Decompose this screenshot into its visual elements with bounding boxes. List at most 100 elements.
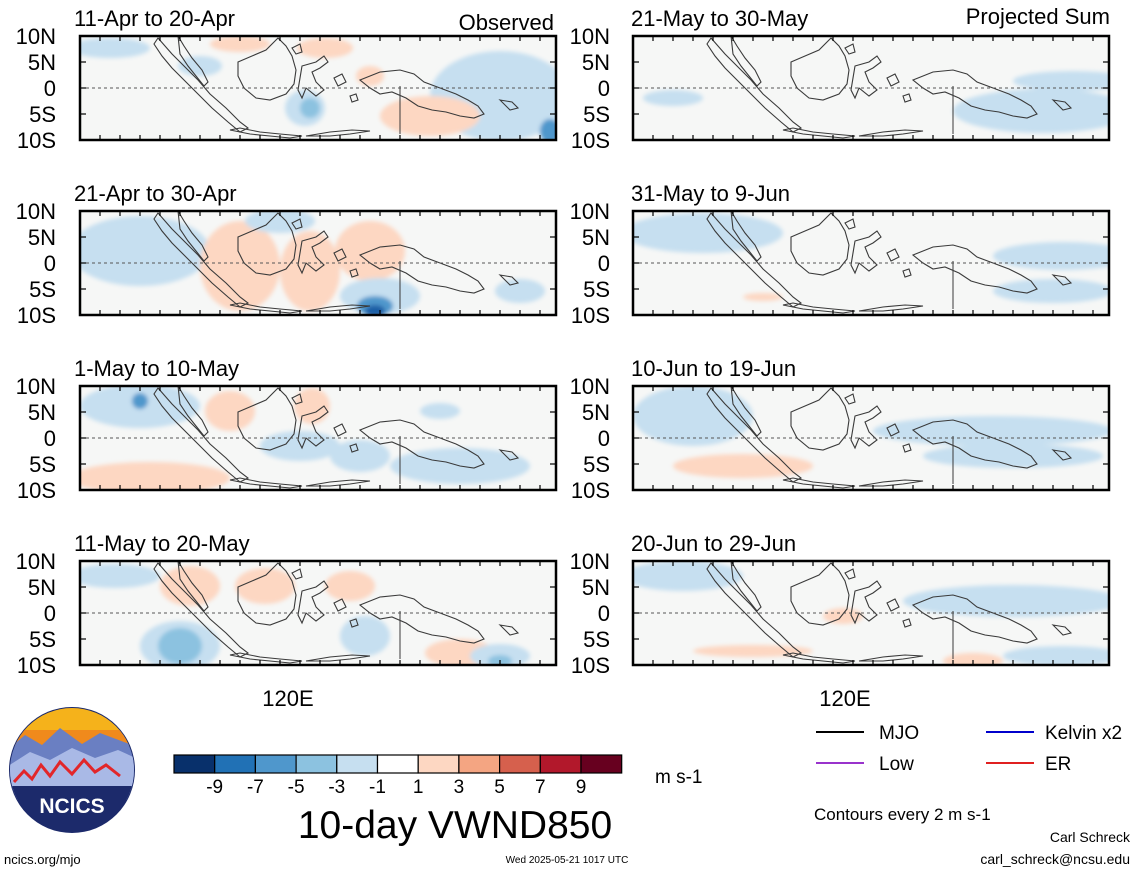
latitude-tick-label: 5S (583, 102, 610, 127)
anomaly-shading (943, 653, 1003, 665)
colorbar-tick-label: 5 (494, 777, 505, 798)
axis-ticks (633, 560, 1109, 666)
coastline (498, 99, 520, 111)
panel-title: 11-Apr to 20-Apr (74, 6, 235, 31)
anomaly-shading (643, 90, 703, 106)
colorbar-swatch (336, 754, 379, 774)
colorbar-swatch (376, 754, 419, 774)
anomaly-shading (633, 213, 783, 253)
map-panel: 11-Apr to 20-Apr Observed (74, 6, 558, 142)
anomaly-shading (235, 568, 295, 604)
coastline (844, 43, 856, 55)
coastline (297, 405, 329, 450)
anomaly-shading (260, 431, 340, 461)
coastlines (153, 386, 520, 489)
anomaly-shading (993, 279, 1109, 303)
coastline (1051, 99, 1073, 111)
coastline (237, 562, 297, 626)
coastline (291, 43, 303, 55)
coastline (902, 93, 912, 103)
anomaly-shading (205, 391, 255, 431)
anomaly-shading (903, 585, 1109, 617)
map-panel: 20-Jun to 29-Jun (631, 531, 1111, 667)
coastline (844, 393, 856, 405)
anomaly-shading (420, 403, 460, 419)
anomaly-shading (280, 231, 340, 311)
coastline (177, 36, 209, 87)
panel-title: 10-Jun to 19-Jun (631, 356, 796, 381)
coastline (850, 405, 882, 450)
coastline (850, 230, 882, 275)
coastline (782, 652, 856, 664)
latitude-tick-label: 10N (16, 374, 56, 399)
coastline (333, 598, 347, 612)
latitude-tick-label: 10S (17, 478, 56, 503)
coastline (297, 55, 329, 100)
wave-legend: MJO Kelvin x2 Low ER Contours every 2 m … (814, 723, 1122, 824)
coastline (229, 302, 303, 314)
coastline (858, 654, 924, 662)
map-area (631, 559, 1111, 667)
anomaly-shading (633, 561, 743, 591)
coastline (305, 129, 371, 137)
map-area (631, 384, 1111, 492)
legend-label-low: Low (879, 754, 914, 775)
coastline (498, 624, 520, 636)
latitude-tick-label: 5S (29, 277, 56, 302)
latitude-tick-label: 10N (16, 549, 56, 574)
anomaly-shading (953, 89, 1109, 133)
axis-ticks (80, 560, 556, 666)
latitude-tick-label: 5S (29, 102, 56, 127)
latitude-tick-label: 10N (570, 549, 610, 574)
coastline (858, 129, 924, 137)
latitude-tick-label: 0 (44, 426, 56, 451)
axis-ticks (80, 35, 556, 141)
colorbar-swatch (458, 754, 501, 774)
coastline (229, 652, 303, 664)
latitude-tick-label: 10N (570, 374, 610, 399)
anomaly-shading (495, 279, 545, 303)
longitude-label-right: 120E (819, 686, 870, 711)
coastline (886, 423, 900, 437)
coastline (850, 580, 882, 625)
anomaly-shading (673, 454, 813, 478)
colorbar-tick-label: -7 (247, 777, 264, 798)
latitude-tick-label: 5N (582, 50, 610, 75)
latitude-tick-label: 5N (28, 225, 56, 250)
anomaly-shading (823, 608, 863, 624)
coastline (358, 594, 485, 644)
colorbar-tick-label: -9 (206, 777, 223, 798)
author-email: carl_schreck@ncsu.edu (980, 851, 1130, 867)
anomaly-shading (923, 444, 1103, 468)
anomaly-shading (1013, 71, 1109, 91)
coastline (291, 393, 303, 405)
colorbar-swatch (254, 754, 297, 774)
longitude-label-left: 120E (262, 686, 313, 711)
colorbar-swatch (539, 754, 582, 774)
anomaly-shading (80, 38, 150, 58)
coastline (358, 244, 485, 294)
coastline (237, 37, 297, 101)
latitude-tick-label: 0 (598, 601, 610, 626)
coastline (730, 36, 762, 87)
anomaly-shading (80, 564, 160, 588)
axis-ticks (80, 210, 556, 316)
anomaly-shading (160, 566, 220, 606)
latitude-tick-label: 5S (583, 627, 610, 652)
anomaly-shading (294, 388, 330, 424)
latitude-tick-label: 5S (29, 627, 56, 652)
anomaly-shading (693, 645, 813, 657)
anomaly-shading (993, 242, 1109, 270)
anomaly-shading (380, 96, 480, 136)
coastline (782, 477, 856, 489)
coastline (911, 419, 1038, 469)
coastlines (706, 561, 1073, 664)
coastline (358, 419, 485, 469)
coastline (730, 211, 762, 262)
coastline (911, 594, 1038, 644)
latitude-tick-label: 0 (598, 426, 610, 451)
anomaly-shading (330, 440, 390, 472)
logo-text: NCICS (39, 795, 104, 818)
coastline (498, 274, 520, 286)
